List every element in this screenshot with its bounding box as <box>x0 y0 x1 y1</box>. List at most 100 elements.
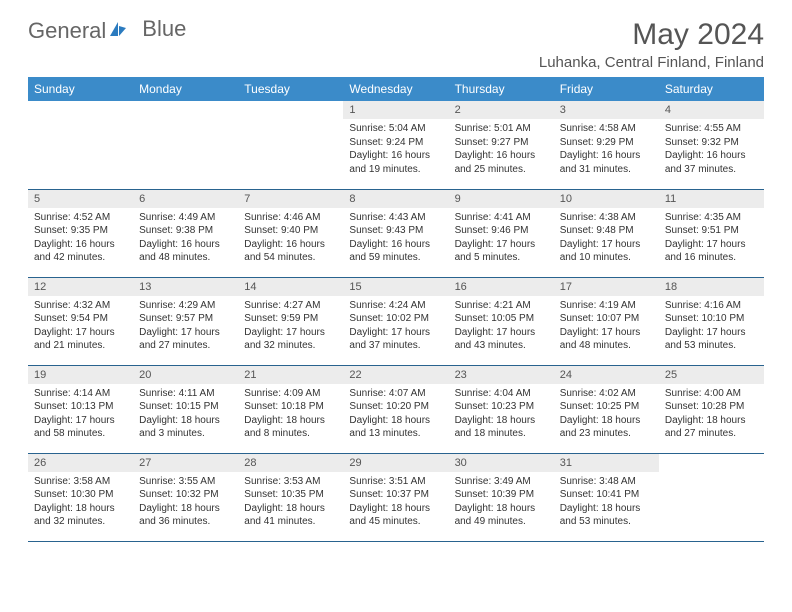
brand-logo: General Blue <box>28 18 186 44</box>
day-number: 8 <box>343 190 448 208</box>
calendar-week-row: 1Sunrise: 5:04 AMSunset: 9:24 PMDaylight… <box>28 101 764 189</box>
day-number: 21 <box>238 366 343 384</box>
day-number: 23 <box>449 366 554 384</box>
day-number <box>238 101 343 119</box>
calendar-day-cell: 6Sunrise: 4:49 AMSunset: 9:38 PMDaylight… <box>133 189 238 277</box>
day-number <box>28 101 133 119</box>
day-number: 27 <box>133 454 238 472</box>
day-number: 2 <box>449 101 554 119</box>
calendar-day-cell: 17Sunrise: 4:19 AMSunset: 10:07 PMDaylig… <box>554 277 659 365</box>
day-number: 18 <box>659 278 764 296</box>
day-number: 14 <box>238 278 343 296</box>
day-details: Sunrise: 3:48 AMSunset: 10:41 PMDaylight… <box>554 472 659 534</box>
day-number: 5 <box>28 190 133 208</box>
day-details: Sunrise: 3:55 AMSunset: 10:32 PMDaylight… <box>133 472 238 534</box>
day-details: Sunrise: 4:02 AMSunset: 10:25 PMDaylight… <box>554 384 659 446</box>
day-number: 19 <box>28 366 133 384</box>
day-number: 29 <box>343 454 448 472</box>
day-details: Sunrise: 4:07 AMSunset: 10:20 PMDaylight… <box>343 384 448 446</box>
day-number: 4 <box>659 101 764 119</box>
calendar-day-cell: 14Sunrise: 4:27 AMSunset: 9:59 PMDayligh… <box>238 277 343 365</box>
day-number: 11 <box>659 190 764 208</box>
calendar-week-row: 12Sunrise: 4:32 AMSunset: 9:54 PMDayligh… <box>28 277 764 365</box>
calendar-day-cell: 27Sunrise: 3:55 AMSunset: 10:32 PMDaylig… <box>133 453 238 541</box>
day-number: 30 <box>449 454 554 472</box>
title-block: May 2024 Luhanka, Central Finland, Finla… <box>539 18 764 71</box>
day-details: Sunrise: 4:24 AMSunset: 10:02 PMDaylight… <box>343 296 448 358</box>
calendar-day-cell: 5Sunrise: 4:52 AMSunset: 9:35 PMDaylight… <box>28 189 133 277</box>
calendar-day-cell: 13Sunrise: 4:29 AMSunset: 9:57 PMDayligh… <box>133 277 238 365</box>
day-number <box>659 454 764 472</box>
day-details: Sunrise: 4:19 AMSunset: 10:07 PMDaylight… <box>554 296 659 358</box>
day-number: 31 <box>554 454 659 472</box>
day-number: 22 <box>343 366 448 384</box>
day-number: 7 <box>238 190 343 208</box>
day-number: 25 <box>659 366 764 384</box>
day-details: Sunrise: 4:43 AMSunset: 9:43 PMDaylight:… <box>343 208 448 270</box>
day-number: 12 <box>28 278 133 296</box>
day-of-week-header: Thursday <box>449 77 554 101</box>
day-details: Sunrise: 4:11 AMSunset: 10:15 PMDaylight… <box>133 384 238 446</box>
day-of-week-header: Sunday <box>28 77 133 101</box>
calendar-day-cell: 12Sunrise: 4:32 AMSunset: 9:54 PMDayligh… <box>28 277 133 365</box>
calendar-day-cell: 31Sunrise: 3:48 AMSunset: 10:41 PMDaylig… <box>554 453 659 541</box>
header: General Blue May 2024 Luhanka, Central F… <box>28 18 764 71</box>
day-details: Sunrise: 4:21 AMSunset: 10:05 PMDaylight… <box>449 296 554 358</box>
day-of-week-header: Tuesday <box>238 77 343 101</box>
calendar-day-cell: 15Sunrise: 4:24 AMSunset: 10:02 PMDaylig… <box>343 277 448 365</box>
day-details: Sunrise: 4:27 AMSunset: 9:59 PMDaylight:… <box>238 296 343 358</box>
day-details: Sunrise: 4:04 AMSunset: 10:23 PMDaylight… <box>449 384 554 446</box>
calendar-day-cell <box>659 453 764 541</box>
day-number: 13 <box>133 278 238 296</box>
brand-text-gray: General <box>28 18 106 44</box>
calendar-head: SundayMondayTuesdayWednesdayThursdayFrid… <box>28 77 764 101</box>
calendar-day-cell: 24Sunrise: 4:02 AMSunset: 10:25 PMDaylig… <box>554 365 659 453</box>
day-number: 26 <box>28 454 133 472</box>
day-number: 16 <box>449 278 554 296</box>
calendar-day-cell: 22Sunrise: 4:07 AMSunset: 10:20 PMDaylig… <box>343 365 448 453</box>
day-details: Sunrise: 4:49 AMSunset: 9:38 PMDaylight:… <box>133 208 238 270</box>
calendar-day-cell: 7Sunrise: 4:46 AMSunset: 9:40 PMDaylight… <box>238 189 343 277</box>
month-title: May 2024 <box>539 18 764 52</box>
calendar-day-cell: 2Sunrise: 5:01 AMSunset: 9:27 PMDaylight… <box>449 101 554 189</box>
calendar-day-cell: 21Sunrise: 4:09 AMSunset: 10:18 PMDaylig… <box>238 365 343 453</box>
day-details: Sunrise: 4:38 AMSunset: 9:48 PMDaylight:… <box>554 208 659 270</box>
calendar-day-cell: 3Sunrise: 4:58 AMSunset: 9:29 PMDaylight… <box>554 101 659 189</box>
calendar-day-cell: 11Sunrise: 4:35 AMSunset: 9:51 PMDayligh… <box>659 189 764 277</box>
day-number: 28 <box>238 454 343 472</box>
calendar-day-cell: 20Sunrise: 4:11 AMSunset: 10:15 PMDaylig… <box>133 365 238 453</box>
day-details: Sunrise: 4:00 AMSunset: 10:28 PMDaylight… <box>659 384 764 446</box>
day-number: 3 <box>554 101 659 119</box>
day-details: Sunrise: 4:09 AMSunset: 10:18 PMDaylight… <box>238 384 343 446</box>
day-number: 24 <box>554 366 659 384</box>
day-of-week-header: Monday <box>133 77 238 101</box>
calendar-day-cell <box>28 101 133 189</box>
sail-icon <box>108 20 128 43</box>
day-number: 15 <box>343 278 448 296</box>
calendar-body: 1Sunrise: 5:04 AMSunset: 9:24 PMDaylight… <box>28 101 764 541</box>
location-text: Luhanka, Central Finland, Finland <box>539 54 764 71</box>
day-details: Sunrise: 4:52 AMSunset: 9:35 PMDaylight:… <box>28 208 133 270</box>
day-of-week-row: SundayMondayTuesdayWednesdayThursdayFrid… <box>28 77 764 101</box>
day-number <box>133 101 238 119</box>
calendar-day-cell: 1Sunrise: 5:04 AMSunset: 9:24 PMDaylight… <box>343 101 448 189</box>
day-details: Sunrise: 4:41 AMSunset: 9:46 PMDaylight:… <box>449 208 554 270</box>
day-details: Sunrise: 4:32 AMSunset: 9:54 PMDaylight:… <box>28 296 133 358</box>
day-number: 10 <box>554 190 659 208</box>
day-details: Sunrise: 4:14 AMSunset: 10:13 PMDaylight… <box>28 384 133 446</box>
calendar-week-row: 19Sunrise: 4:14 AMSunset: 10:13 PMDaylig… <box>28 365 764 453</box>
calendar-table: SundayMondayTuesdayWednesdayThursdayFrid… <box>28 77 764 542</box>
day-details: Sunrise: 3:58 AMSunset: 10:30 PMDaylight… <box>28 472 133 534</box>
day-details: Sunrise: 4:58 AMSunset: 9:29 PMDaylight:… <box>554 119 659 181</box>
day-details: Sunrise: 4:35 AMSunset: 9:51 PMDaylight:… <box>659 208 764 270</box>
calendar-day-cell: 16Sunrise: 4:21 AMSunset: 10:05 PMDaylig… <box>449 277 554 365</box>
calendar-page: General Blue May 2024 Luhanka, Central F… <box>0 0 792 560</box>
calendar-day-cell <box>133 101 238 189</box>
day-number: 17 <box>554 278 659 296</box>
day-details: Sunrise: 5:01 AMSunset: 9:27 PMDaylight:… <box>449 119 554 181</box>
day-number: 9 <box>449 190 554 208</box>
calendar-day-cell <box>238 101 343 189</box>
day-details: Sunrise: 3:53 AMSunset: 10:35 PMDaylight… <box>238 472 343 534</box>
calendar-week-row: 5Sunrise: 4:52 AMSunset: 9:35 PMDaylight… <box>28 189 764 277</box>
calendar-day-cell: 25Sunrise: 4:00 AMSunset: 10:28 PMDaylig… <box>659 365 764 453</box>
